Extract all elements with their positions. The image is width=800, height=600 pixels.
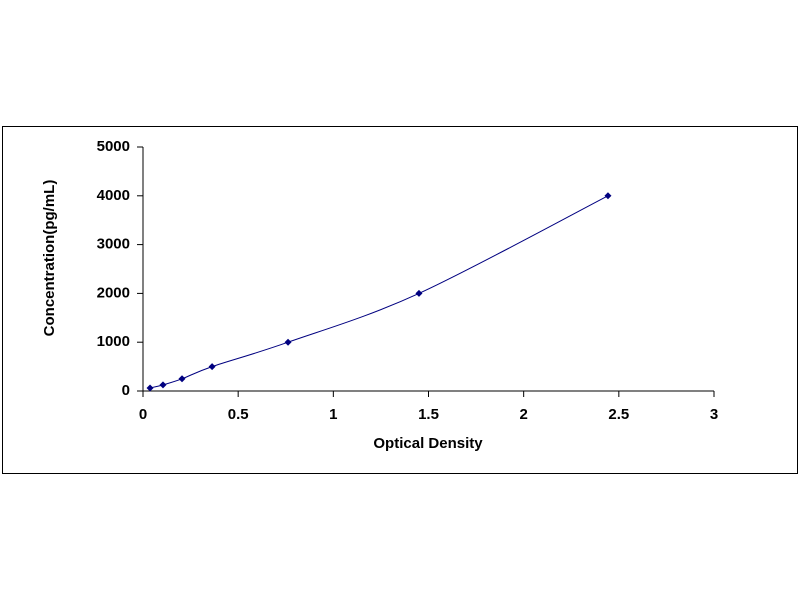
data-point	[146, 384, 154, 392]
data-point	[178, 375, 186, 383]
data-point	[415, 289, 423, 297]
x-axis-title: Optical Density	[373, 435, 483, 452]
x-tick-label: 2.5	[608, 406, 629, 423]
x-tick-label: 3	[710, 406, 718, 423]
data-point	[284, 338, 292, 346]
x-tick-label: 2	[519, 406, 527, 423]
y-tick-label: 0	[122, 382, 130, 399]
x-tick-label: 1.5	[418, 406, 439, 423]
y-axis-title: Concentration(pg/mL)	[41, 180, 58, 337]
x-tick-label: 0	[139, 406, 147, 423]
x-tick-label: 1	[329, 406, 337, 423]
data-point	[604, 192, 612, 200]
y-tick-label: 5000	[97, 138, 130, 155]
x-tick-label: 0.5	[228, 406, 249, 423]
y-tick-label: 1000	[97, 333, 130, 350]
y-tick-label: 3000	[97, 236, 130, 253]
data-point	[208, 363, 216, 371]
chart-frame	[2, 126, 798, 474]
y-tick-label: 2000	[97, 284, 130, 301]
y-tick-label: 4000	[97, 187, 130, 204]
data-point	[159, 381, 167, 389]
